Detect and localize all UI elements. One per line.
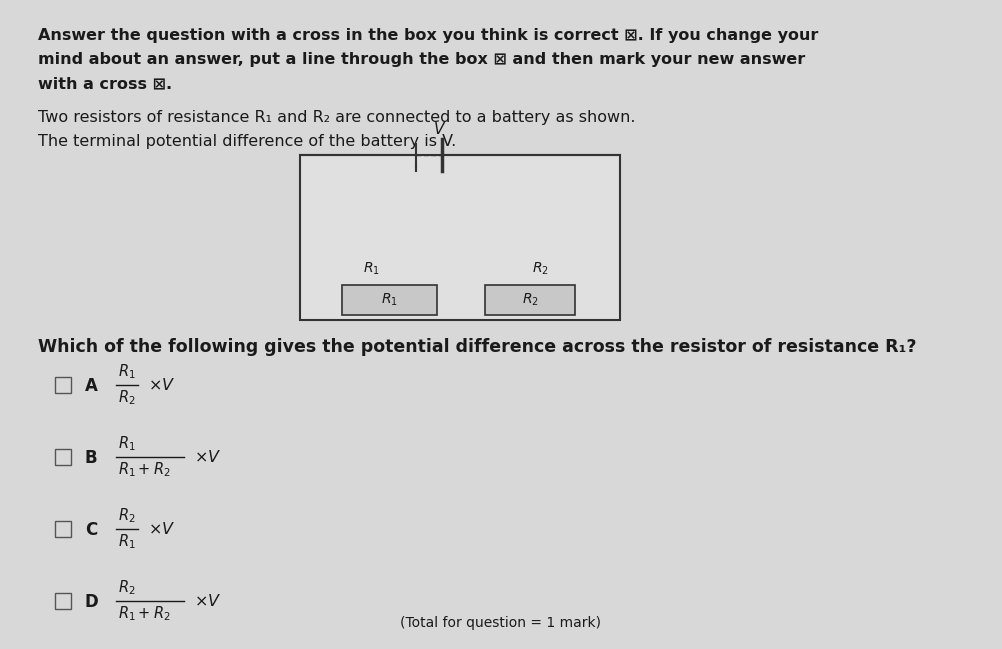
Bar [55,521,71,537]
Text: (Total for question = 1 mark): (Total for question = 1 mark) [401,616,601,630]
Text: $R_1$: $R_1$ [118,533,135,552]
Text: $R_2$: $R_2$ [118,389,135,408]
Text: V: V [434,122,445,137]
Text: $R_2$: $R_2$ [118,579,135,597]
Bar [55,449,71,465]
Text: $R_1$: $R_1$ [381,292,398,308]
Text: $R_1+R_2$: $R_1+R_2$ [118,605,170,623]
Text: The terminal potential difference of the battery is V.: The terminal potential difference of the… [38,134,456,149]
Bar [300,155,620,320]
Bar [55,593,71,609]
Bar [485,285,575,315]
Text: B: B [85,449,97,467]
Text: $R_1+R_2$: $R_1+R_2$ [118,461,170,480]
Bar [55,377,71,393]
Text: Two resistors of resistance R₁ and R₂ are connected to a battery as shown.: Two resistors of resistance R₁ and R₂ ar… [38,110,635,125]
Text: with a cross ⊠.: with a cross ⊠. [38,76,172,91]
Text: Which of the following gives the potential difference across the resistor of res: Which of the following gives the potenti… [38,338,917,356]
Text: $\times V$: $\times V$ [148,377,175,393]
Text: $R_1$: $R_1$ [118,435,135,454]
Bar [342,285,437,315]
Text: mind about an answer, put a line through the box ⊠ and then mark your new answer: mind about an answer, put a line through… [38,52,806,67]
Text: $\times V$: $\times V$ [194,449,221,465]
Text: $R_2$: $R_2$ [118,507,135,525]
Text: $\times V$: $\times V$ [148,521,175,537]
Text: $R_1$: $R_1$ [118,363,135,382]
Text: C: C [85,521,97,539]
Text: $R_2$: $R_2$ [532,261,549,277]
Text: $R_2$: $R_2$ [522,292,539,308]
Text: A: A [85,377,98,395]
Text: Answer the question with a cross in the box you think is correct ⊠. If you chang: Answer the question with a cross in the … [38,28,819,43]
Text: $\times V$: $\times V$ [194,593,221,609]
Text: $R_1$: $R_1$ [363,261,380,277]
Text: D: D [85,593,99,611]
